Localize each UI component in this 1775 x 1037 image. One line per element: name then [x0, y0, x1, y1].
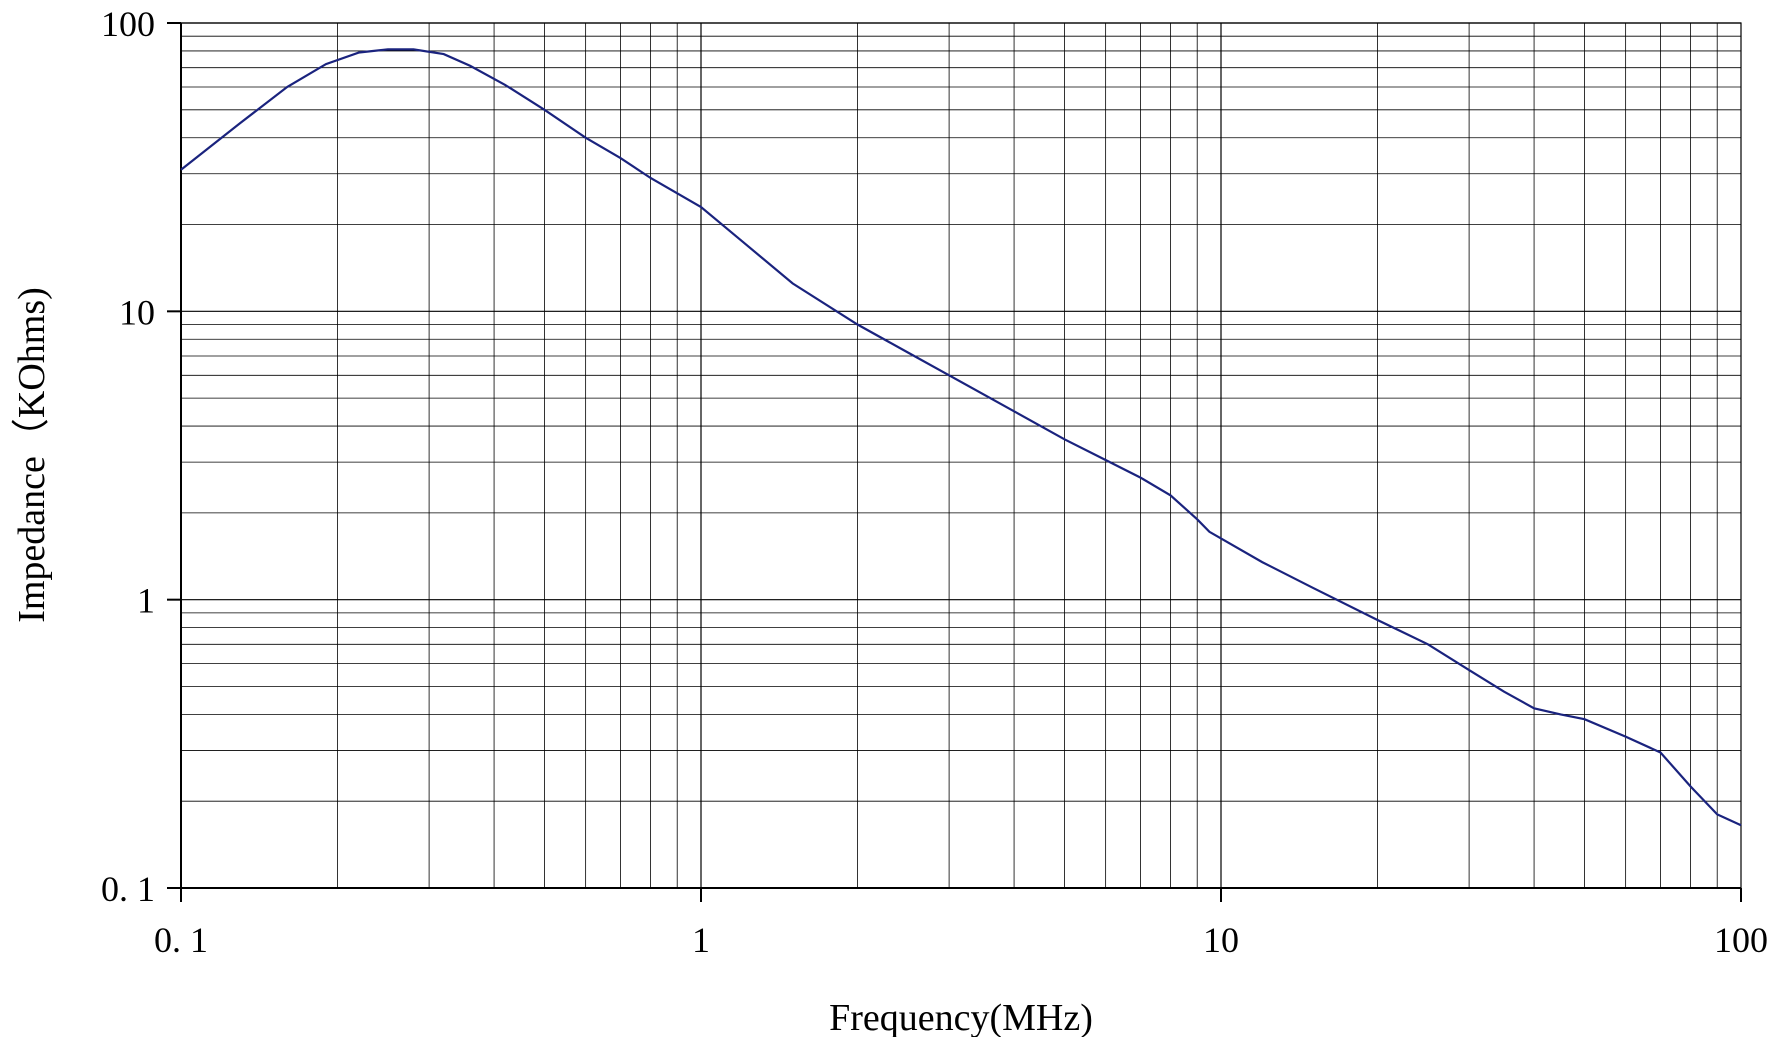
y-tick-labels: 0. 1 1 10 100 [101, 4, 155, 909]
x-tick-label: 10 [1203, 920, 1239, 960]
x-axis-title: Frequency(MHz) [829, 997, 1093, 1037]
x-tick-label: 100 [1714, 920, 1768, 960]
series-line [180, 48, 1742, 827]
x-tick-labels: 0. 1 1 10 100 [154, 920, 1768, 960]
ticks [167, 22, 1742, 902]
y-tick-label: 0. 1 [101, 869, 155, 909]
y-tick-label: 100 [101, 4, 155, 44]
y-tick-label: 1 [137, 581, 155, 621]
grid [180, 22, 1741, 889]
x-tick-label: 0. 1 [154, 920, 208, 960]
x-tick-label: 1 [692, 920, 710, 960]
plot-frame [180, 22, 1742, 889]
y-tick-label: 10 [119, 292, 155, 332]
y-axis-title: Impedance（KOhms) [11, 287, 53, 623]
